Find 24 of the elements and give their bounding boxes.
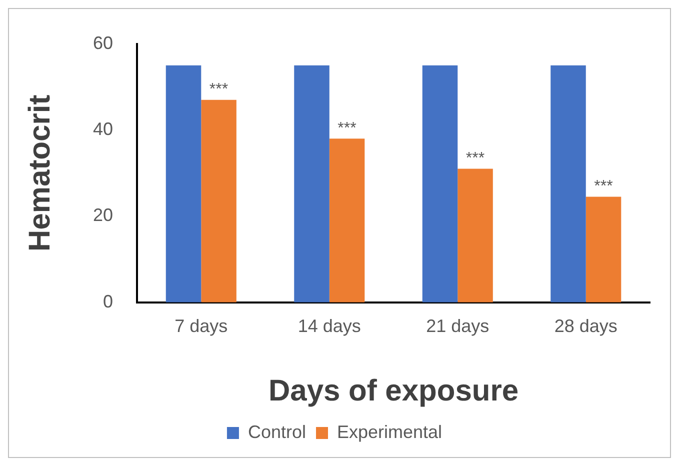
y-tick-label: 60 [92, 32, 114, 53]
legend-label: Experimental [336, 422, 442, 442]
annotation: *** [594, 178, 613, 196]
x-tick-label: 28 days [554, 316, 618, 336]
bar [586, 196, 622, 302]
x-tick-label: 14 days [298, 316, 361, 336]
y-tick-label: 0 [103, 291, 114, 312]
bar [422, 65, 458, 302]
bar [458, 168, 493, 302]
legend-label: Control [248, 422, 306, 442]
bar [550, 65, 586, 302]
y-tick-label: 20 [92, 205, 114, 226]
x-tick-label: 21 days [426, 316, 490, 336]
bar [329, 138, 365, 302]
x-tick-label: 7 days [174, 316, 228, 336]
y-tick-label: 40 [92, 118, 114, 139]
annotation: *** [338, 120, 356, 138]
annotation: *** [209, 81, 228, 98]
x-axis-title: Days of exposure [268, 374, 519, 408]
bar [201, 100, 236, 302]
bar [166, 65, 202, 302]
annotation: *** [466, 150, 485, 168]
bar [294, 65, 330, 302]
y-axis-title: Hematocrit [23, 94, 56, 252]
